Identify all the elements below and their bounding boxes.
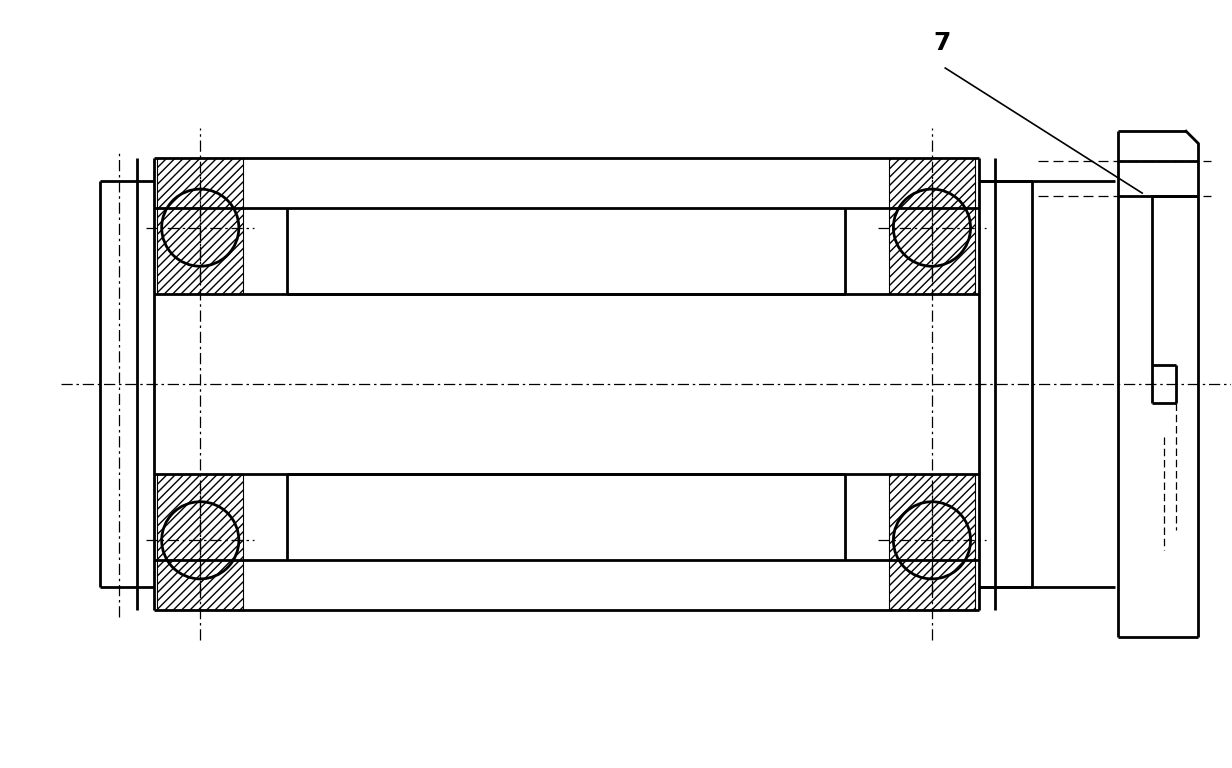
Bar [156, 474, 244, 561]
Bar [888, 561, 976, 610]
Text: 7: 7 [934, 31, 951, 55]
Bar [888, 474, 976, 561]
Bar [156, 158, 244, 207]
Bar [156, 207, 244, 294]
Bar [156, 561, 244, 610]
Bar [888, 158, 976, 207]
Bar [888, 207, 976, 294]
